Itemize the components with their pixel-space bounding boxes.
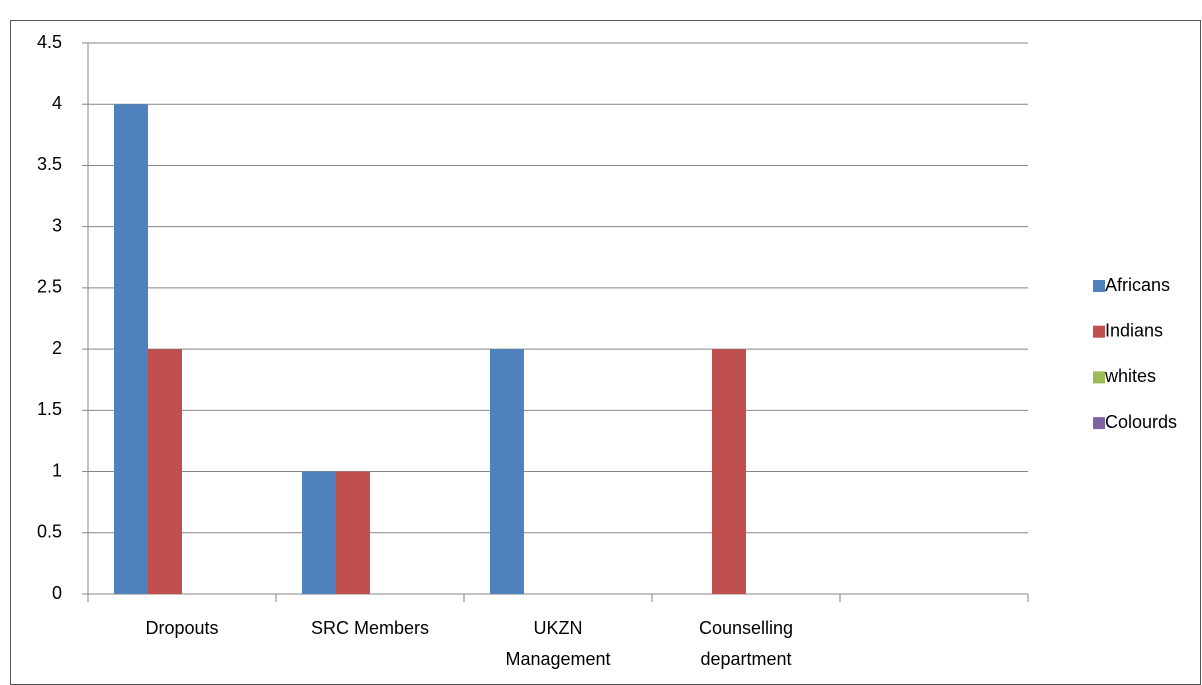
legend-label: Africans	[1105, 275, 1170, 295]
x-tick-label: Dropouts	[145, 618, 218, 638]
y-tick-label: 4	[52, 93, 62, 113]
bar	[490, 349, 524, 594]
bar	[148, 349, 182, 594]
y-tick-label: 2.5	[37, 277, 62, 297]
y-tick-label: 1	[52, 460, 62, 480]
legend-swatch	[1093, 417, 1105, 430]
bar	[336, 471, 370, 594]
y-tick-label: 2	[52, 338, 62, 358]
y-tick-label: 1.5	[37, 399, 62, 419]
y-tick-label: 0.5	[37, 522, 62, 542]
legend-swatch	[1093, 371, 1105, 384]
x-tick-label: Counselling department	[699, 618, 793, 669]
legend-label: Indians	[1105, 320, 1163, 340]
legend-label: Colourds	[1105, 412, 1177, 432]
bar	[114, 104, 148, 594]
bar	[302, 471, 336, 594]
y-tick-label: 0	[52, 583, 62, 603]
bar	[712, 349, 746, 594]
legend-label: whites	[1104, 366, 1156, 386]
y-tick-label: 3.5	[37, 154, 62, 174]
x-tick-label: UKZN Management	[505, 618, 610, 669]
x-tick-label: SRC Members	[311, 618, 429, 638]
y-tick-label: 3	[52, 215, 62, 235]
legend-swatch	[1093, 325, 1105, 338]
legend-swatch	[1093, 280, 1105, 292]
y-tick-label: 4.5	[37, 32, 62, 52]
chart-frame	[10, 20, 1201, 685]
